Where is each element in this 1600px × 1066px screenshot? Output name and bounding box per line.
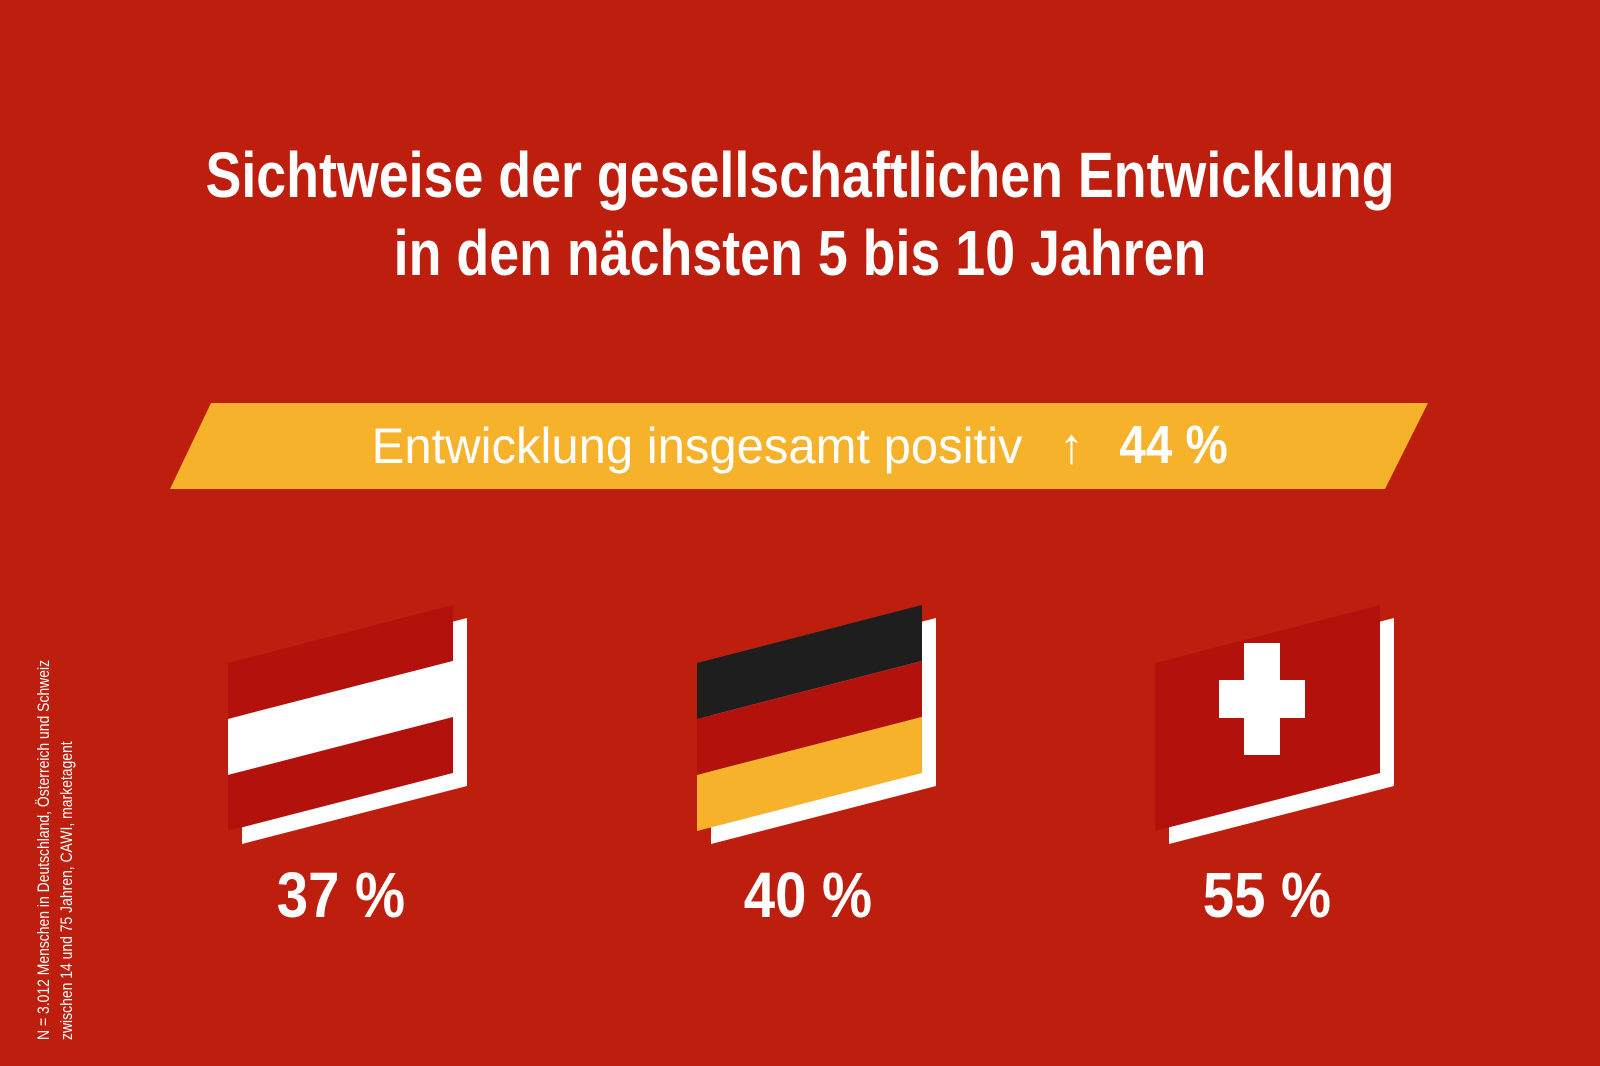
swiss-cross-icon — [1219, 643, 1305, 755]
banner-background — [170, 403, 1428, 489]
austria-flag-stripe — [228, 661, 453, 775]
page-title: Sichtweise der gesellschaftlichen Entwic… — [0, 136, 1600, 292]
germany-flag-stripe — [697, 661, 922, 775]
arrow-up-icon: ↑ — [1059, 418, 1085, 474]
footnote-line-2: zwischen 14 und 75 Jahren, CAWI, marketa… — [57, 741, 76, 1040]
banner-label: Entwicklung insgesamt positiv — [371, 418, 1023, 474]
value-label-switzerland: 55 % — [1202, 859, 1332, 931]
summary-banner: Entwicklung insgesamt positiv ↑ 44 % — [0, 412, 1600, 479]
title-line-1: Sichtweise der gesellschaftlichen Entwic… — [205, 139, 1395, 211]
footnote: N = 3.012 Menschen in Deutschland, Öster… — [32, 577, 78, 1040]
banner-value: 44 % — [1119, 415, 1228, 475]
germany-flag-stripe — [697, 717, 922, 831]
title-line-2: in den nächsten 5 bis 10 Jahren — [393, 217, 1207, 289]
austria-flag-stripe — [228, 605, 453, 719]
germany-flag-stripe — [697, 605, 922, 719]
austria-flag-stripe — [228, 717, 453, 831]
value-label-germany: 40 % — [743, 859, 873, 931]
value-label-austria: 37 % — [276, 859, 406, 931]
footnote-line-1: N = 3.012 Menschen in Deutschland, Öster… — [34, 659, 53, 1040]
